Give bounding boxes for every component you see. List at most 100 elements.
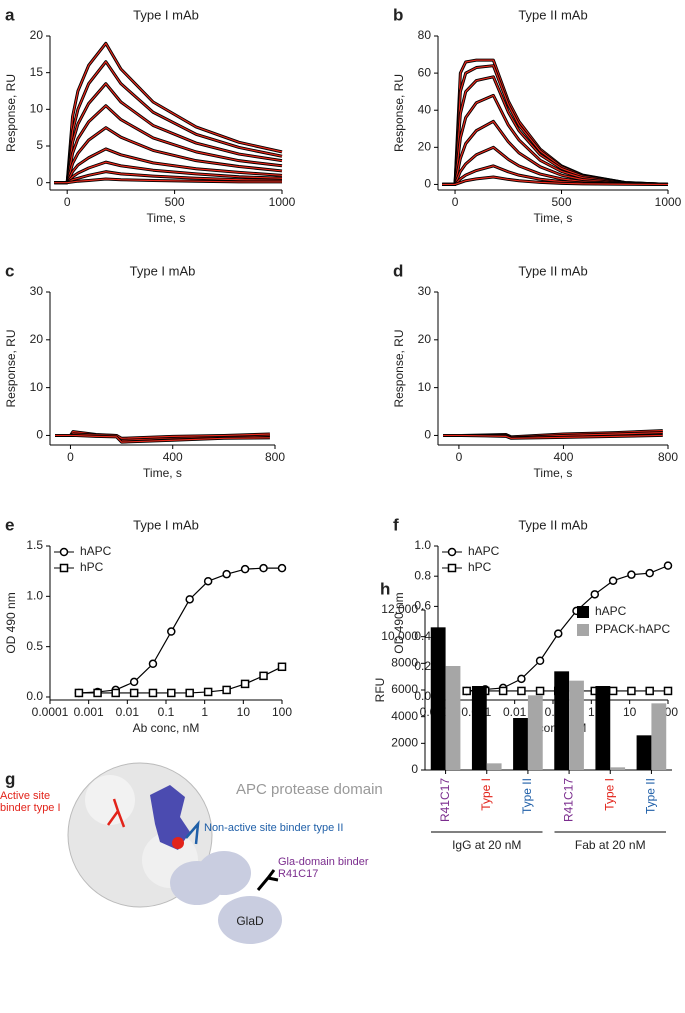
marker	[259, 671, 268, 681]
x-tick-label: 1000	[655, 195, 682, 209]
x-axis-label: Time, s	[147, 211, 186, 225]
type2-label-box: Non-active site binder type II	[204, 822, 344, 834]
chart-title: Type II mAb	[518, 7, 587, 22]
legend-swatch	[577, 606, 589, 618]
marker	[608, 576, 618, 585]
x-tick-label: 500	[165, 195, 185, 209]
y-tick-label: 10	[30, 102, 44, 116]
y-tick-label: 1.0	[26, 588, 43, 602]
type2-binder	[185, 820, 200, 845]
bar	[430, 627, 446, 770]
bar	[486, 763, 502, 770]
y-tick-label: 80	[418, 28, 432, 42]
type2-label: Non-active site binder type II	[204, 822, 344, 834]
legend-label: hAPC	[80, 544, 112, 558]
x-tick-label: 1000	[269, 195, 296, 209]
marker	[608, 686, 618, 696]
y-tick-label: 30	[418, 284, 432, 298]
marker	[185, 595, 194, 604]
marker	[277, 662, 287, 672]
marker	[590, 590, 600, 599]
x-tick-label: Type I	[602, 778, 616, 811]
x-tick-label: R41C17	[438, 778, 452, 822]
y-tick-label: 8000	[391, 656, 418, 670]
marker	[553, 629, 563, 638]
bar	[651, 703, 667, 770]
marker	[93, 688, 102, 698]
y-tick-label: 60	[418, 65, 432, 79]
x-tick-label: 400	[553, 450, 573, 464]
chart-title: Type I mAb	[133, 517, 199, 532]
y-axis-label: Response, RU	[392, 329, 406, 407]
series-line	[78, 567, 282, 694]
y-tick-label: 20	[418, 139, 432, 153]
bar	[554, 671, 570, 770]
x-tick-label: 0.001	[74, 705, 104, 719]
y-tick-label: 0.0	[414, 689, 431, 703]
type1-label: Active site binder type I	[0, 790, 61, 814]
legend-marker	[59, 563, 69, 573]
x-tick-label: R41C17	[561, 778, 575, 822]
y-tick-label: 0	[424, 177, 431, 191]
fit-line	[54, 127, 283, 184]
y-axis-label: Response, RU	[4, 74, 18, 152]
panel-letter: d	[393, 261, 403, 280]
y-tick-label: 20	[30, 28, 44, 42]
chart-title: Type II mAb	[518, 517, 587, 532]
gla-label: Gla-domain binder R41C17	[278, 856, 369, 880]
y-tick-label: 0.5	[26, 639, 43, 653]
marker	[167, 627, 176, 636]
marker	[129, 677, 139, 687]
x-tick-label: 0	[452, 195, 459, 209]
y-axis-label: OD 490 nm	[4, 592, 18, 653]
group-label: Fab at 20 nM	[575, 838, 646, 852]
panel-letter: g	[5, 769, 15, 788]
marker	[240, 679, 250, 689]
x-tick-label: 0.0001	[32, 705, 69, 719]
y-tick-label: 0.2	[414, 659, 431, 673]
legend-swatch	[577, 624, 589, 636]
legend-marker	[447, 563, 457, 573]
group-label: IgG at 20 nM	[452, 838, 521, 852]
x-tick-label: 0.1	[158, 705, 175, 719]
chart-title: Type I mAb	[133, 7, 199, 22]
y-tick-label: 12,000	[381, 602, 418, 616]
type1-label-box: Active site binder type I	[0, 790, 61, 814]
type1-binder	[106, 798, 126, 828]
y-tick-label: 0	[36, 175, 43, 189]
y-tick-label: 0	[424, 428, 431, 442]
x-axis-label: Ab conc, nM	[133, 721, 200, 735]
marker	[185, 688, 194, 698]
y-axis-label: OD 490 nm	[392, 592, 406, 653]
marker	[535, 656, 545, 665]
y-tick-label: 0.6	[414, 599, 431, 613]
marker	[627, 570, 636, 579]
marker	[129, 688, 139, 698]
marker	[277, 563, 287, 573]
bar	[569, 680, 584, 770]
y-tick-label: 20	[418, 332, 432, 346]
legend-label: hPC	[80, 560, 104, 574]
legend-label: hAPC	[595, 604, 627, 618]
legend-label: PPACK-hAPC	[595, 622, 670, 636]
marker	[111, 688, 120, 698]
panel-letter: c	[5, 261, 14, 280]
x-axis-label: Time, s	[534, 466, 573, 480]
marker	[222, 569, 231, 579]
y-tick-label: 4000	[391, 709, 418, 723]
y-tick-label: 10	[418, 380, 432, 394]
fit-line	[54, 178, 282, 184]
y-tick-label: 40	[418, 102, 432, 116]
x-tick-label: Type I	[479, 778, 493, 811]
y-tick-label: 1.5	[26, 538, 43, 552]
x-tick-label: 0.01	[116, 705, 140, 719]
panel-letter: b	[393, 5, 403, 24]
legend-marker	[59, 547, 69, 557]
residue	[172, 837, 184, 849]
x-axis-label: Time, s	[534, 211, 573, 225]
fit-line	[443, 434, 663, 439]
x-tick-label: 10	[237, 705, 251, 719]
panel-g: g GlaD APC protease domain Active site b…	[0, 762, 383, 944]
type2-epitope	[150, 785, 190, 850]
